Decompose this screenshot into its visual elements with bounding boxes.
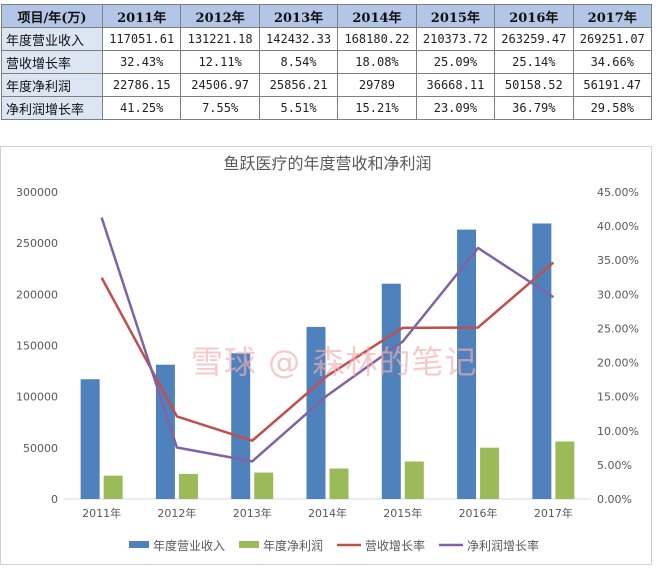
table-row: 净利润增长率 41.25% 7.55% 5.51% 15.21% 23.09% … [1,96,653,120]
y-tick-label: 200000 [16,288,58,301]
legend-label: 营收增长率 [365,538,425,553]
table-cell: 25.09% [415,50,496,74]
y-tick-label: 100000 [16,391,58,404]
header-cell: 2014年 [337,4,417,28]
y2-tick-label: 10.00% [597,425,639,438]
watermark: 雪球 @ 森林的笔记 [191,343,478,381]
combo-chart: 鱼跃医疗的年度营收和净利润 0 50000 100000 150000 200000 250… [16,154,639,553]
row-label: 净利润增长率 [1,96,103,120]
bar-revenue [80,379,100,499]
table-cell: 25856.21 [258,73,339,97]
y2-tick-label: 20.00% [597,357,639,370]
header-cell: 项目/年(万) [1,4,103,28]
table-cell: 34.66% [572,50,653,74]
x-tick-label: 2016年 [459,506,498,520]
header-cell: 2015年 [415,4,496,28]
table-cell: 41.25% [101,96,182,120]
legend-label: 净利润增长率 [467,538,539,553]
table-row: 年度营业收入 117051.61 131221.18 142432.33 168… [1,27,653,51]
bar-revenue [306,326,326,499]
y2-tick-label: 5.00% [597,459,632,472]
x-tick-label: 2012年 [157,506,196,520]
bar-revenue [381,283,401,499]
data-table: 项目/年(万) 2011年 2012年 2013年 2014年 2015年 20… [1,4,653,120]
y-tick-label: 150000 [16,340,58,353]
y2-tick-label: 35.00% [597,254,639,267]
table-cell: 36.79% [494,96,574,120]
chart-title: 鱼跃医疗的年度营收和净利润 [223,154,431,173]
table-cell: 142432.33 [258,27,339,51]
y2-tick-label: 45.00% [597,186,639,199]
legend-swatch [239,541,259,548]
table-cell: 131221.18 [180,27,260,51]
row-label: 年度营业收入 [1,27,103,51]
table-row: 营收增长率 32.43% 12.11% 8.54% 18.08% 25.09% … [1,50,653,74]
table-cell: 56191.47 [572,73,653,97]
bar-net-profit [480,447,500,499]
header-cell: 2017年 [572,4,653,28]
y-tick-label: 250000 [16,237,58,250]
legend-swatch [129,541,149,548]
header-cell: 2016年 [494,4,574,28]
bar-revenue [532,223,552,499]
table-row: 年度净利润 22786.15 24506.97 25856.21 29789 3… [1,73,653,97]
y-tick-label: 50000 [23,442,58,455]
y-tick-label: 0 [51,493,58,506]
table-cell: 7.55% [180,96,260,120]
y-tick-label: 300000 [16,186,58,199]
y2-tick-label: 15.00% [597,391,639,404]
table-cell: 5.51% [258,96,339,120]
y2-tick-label: 30.00% [597,288,639,301]
row-label: 年度净利润 [1,73,103,97]
x-tick-label: 2015年 [383,506,422,520]
legend-label: 年度净利润 [263,538,323,553]
table-cell: 15.21% [337,96,417,120]
table-cell: 263259.47 [494,27,574,51]
table-cell: 29.58% [572,96,653,120]
y2-tick-label: 25.00% [597,322,639,335]
table-cell: 210373.72 [415,27,496,51]
x-tick-label: 2013年 [233,506,272,520]
table-cell: 24506.97 [180,73,260,97]
table-header-row: 项目/年(万) 2011年 2012年 2013年 2014年 2015年 20… [1,4,653,28]
header-cell: 2011年 [101,4,182,28]
table-cell: 117051.61 [101,27,182,51]
table-cell: 36668.11 [415,73,496,97]
header-cell: 2013年 [258,4,339,28]
bar-net-profit [254,472,274,499]
x-tick-label: 2017年 [534,506,573,520]
table-cell: 8.54% [258,50,339,74]
legend-label: 年度营业收入 [153,538,225,553]
table-cell: 29789 [337,73,417,97]
bar-net-profit [555,441,575,499]
table-cell: 269251.07 [572,27,653,51]
bar-net-profit [329,468,349,499]
bar-revenue [231,353,251,499]
table-cell: 18.08% [337,50,417,74]
table-cell: 50158.52 [494,73,574,97]
y2-tick-label: 0.00% [597,493,632,506]
line-revenue-growth [100,261,555,442]
bar-net-profit [178,473,198,499]
header-cell: 2012年 [180,4,260,28]
bar-net-profit [404,461,424,499]
row-label: 营收增长率 [1,50,103,74]
table-cell: 25.14% [494,50,574,74]
x-tick-label: 2011年 [82,506,121,520]
table-cell: 32.43% [101,50,182,74]
table-cell: 23.09% [415,96,496,120]
y2-tick-label: 40.00% [597,220,639,233]
line-profit-growth [100,217,555,463]
bar-net-profit [103,475,123,499]
table-cell: 22786.15 [101,73,182,97]
chart-frame: 鱼跃医疗的年度营收和净利润 0 50000 100000 150000 200000 250… [0,146,652,565]
table-cell: 12.11% [180,50,260,74]
table-cell: 168180.22 [337,27,417,51]
bar-revenue [457,229,477,499]
x-tick-label: 2014年 [308,506,347,520]
